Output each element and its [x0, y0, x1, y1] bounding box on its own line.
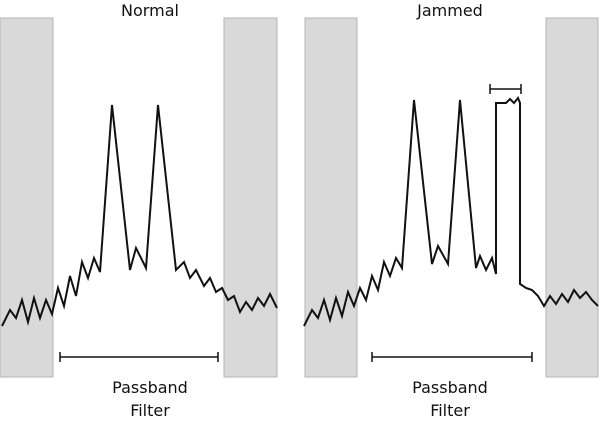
jammed-spectrum-diagram — [303, 17, 599, 378]
jammed-passband-label-line1: Passband — [412, 378, 488, 397]
normal-title: Normal — [121, 1, 179, 20]
jammed-left-stopband — [304, 17, 358, 378]
jammed-spectrum-trace — [303, 96, 599, 327]
jammed-right-stopband — [545, 17, 599, 378]
normal-right-stopband — [223, 17, 278, 378]
jammed-panel: Jammed Passband Filter — [300, 0, 600, 420]
normal-spectrum-trace — [1, 104, 278, 327]
jammed-passband-filter-label: Passband Filter — [300, 376, 600, 422]
normal-panel: Normal Passband Filter — [0, 0, 300, 420]
normal-passband-label-line2: Filter — [130, 401, 170, 420]
normal-left-stopband — [0, 17, 54, 378]
normal-passband-label-line1: Passband — [112, 378, 188, 397]
jammed-title: Jammed — [417, 1, 483, 20]
jammed-passband-label-line2: Filter — [430, 401, 470, 420]
normal-passband-bracket — [59, 352, 219, 362]
jammed-passband-bracket — [371, 352, 533, 362]
jammed-signal-width-bracket — [489, 84, 522, 94]
normal-spectrum-diagram — [0, 17, 278, 378]
normal-passband-filter-label: Passband Filter — [0, 376, 300, 422]
